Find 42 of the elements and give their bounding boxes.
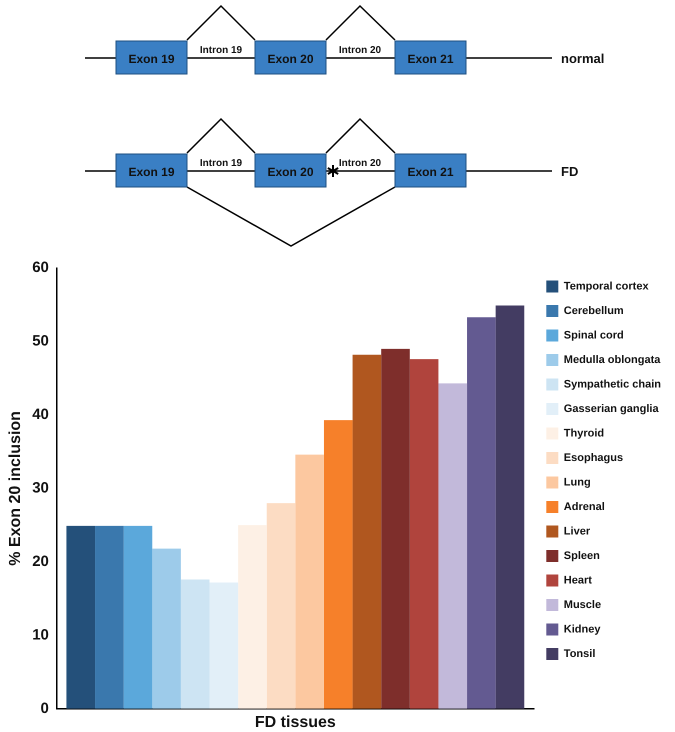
bar	[210, 582, 238, 709]
legend-label: Tonsil	[564, 648, 596, 660]
legend-label: Gasserian ganglia	[564, 403, 660, 416]
bar	[124, 526, 152, 709]
legend-label: Temporal cortex	[564, 280, 650, 293]
legend-label: Heart	[564, 574, 592, 587]
bar	[95, 526, 124, 709]
legend-label: Kidney	[564, 624, 602, 636]
legend-label: Muscle	[564, 599, 602, 612]
y-tick-label: 30	[32, 480, 49, 497]
legend-label: Esophagus	[564, 452, 624, 464]
bar	[66, 526, 96, 709]
legend-label: Adrenal	[564, 501, 605, 514]
y-tick-label: 20	[32, 553, 49, 570]
bar	[467, 317, 496, 709]
exon-diagram: Exon 19 Exon 20 Exon 21 Intron 19 Intron 20 normal Exon 19 Exon 20 Exon 21 Intron 19 Intron 20 FD	[85, 4, 604, 247]
y-tick-label: 60	[32, 259, 49, 276]
legend-label: Spleen	[564, 550, 600, 562]
bar	[295, 454, 324, 709]
y-tick-label: 50	[32, 332, 49, 350]
legend-label: Liver	[564, 526, 591, 538]
bar	[152, 548, 181, 709]
legend-label: Thyroid	[564, 428, 604, 440]
x-axis-title: FD tissues	[254, 714, 336, 731]
legend-label: Medulla oblongata	[564, 354, 662, 366]
legend-label: Lung	[564, 476, 591, 489]
legend-label: Spinal cord	[564, 330, 624, 342]
bar	[410, 359, 438, 709]
y-tick-label: 10	[32, 626, 49, 644]
bar	[381, 348, 410, 709]
y-tick-label: 0	[40, 700, 49, 717]
legend-label: Sympathetic chain	[564, 378, 662, 391]
bar	[180, 580, 210, 709]
legend-label: Cerebellum	[564, 305, 624, 318]
y-tick-label: 40	[32, 406, 49, 424]
bar	[438, 383, 468, 709]
bar	[266, 503, 296, 709]
bar	[324, 420, 353, 709]
bar	[238, 525, 267, 709]
bar	[496, 305, 524, 709]
y-axis-title: % Exon 20 inclusion	[7, 411, 24, 566]
bar	[352, 354, 382, 709]
